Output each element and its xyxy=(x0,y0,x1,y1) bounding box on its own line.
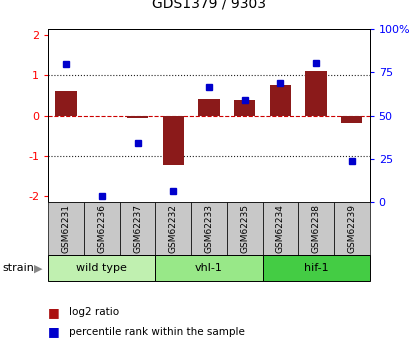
Text: log2 ratio: log2 ratio xyxy=(69,307,119,317)
Text: GSM62232: GSM62232 xyxy=(169,204,178,253)
Bar xyxy=(227,202,262,255)
Text: GSM62239: GSM62239 xyxy=(347,204,356,253)
Bar xyxy=(234,100,255,116)
Bar xyxy=(305,71,327,116)
Bar xyxy=(84,202,120,255)
Text: GSM62231: GSM62231 xyxy=(62,204,71,253)
Bar xyxy=(55,91,77,116)
Text: GDS1379 / 9303: GDS1379 / 9303 xyxy=(152,0,266,10)
Bar xyxy=(155,202,191,255)
Text: GSM62235: GSM62235 xyxy=(240,204,249,253)
Bar xyxy=(262,255,370,281)
Bar xyxy=(198,99,220,116)
Bar xyxy=(127,116,148,118)
Text: ■: ■ xyxy=(48,306,60,319)
Text: wild type: wild type xyxy=(76,263,127,273)
Bar xyxy=(262,202,298,255)
Text: GSM62234: GSM62234 xyxy=(276,204,285,253)
Text: GSM62233: GSM62233 xyxy=(205,204,213,253)
Bar xyxy=(48,202,84,255)
Text: vhl-1: vhl-1 xyxy=(195,263,223,273)
Text: ■: ■ xyxy=(48,325,60,338)
Bar xyxy=(334,202,370,255)
Bar xyxy=(48,255,155,281)
Text: percentile rank within the sample: percentile rank within the sample xyxy=(69,327,245,337)
Text: ▶: ▶ xyxy=(34,263,42,273)
Text: strain: strain xyxy=(2,263,34,273)
Bar xyxy=(270,86,291,116)
Bar xyxy=(163,116,184,165)
Text: hif-1: hif-1 xyxy=(304,263,328,273)
Bar xyxy=(191,202,227,255)
Text: GSM62236: GSM62236 xyxy=(97,204,106,253)
Text: GSM62238: GSM62238 xyxy=(312,204,320,253)
Bar xyxy=(120,202,155,255)
Bar xyxy=(155,255,262,281)
Bar xyxy=(341,116,362,123)
Text: GSM62237: GSM62237 xyxy=(133,204,142,253)
Bar xyxy=(298,202,334,255)
